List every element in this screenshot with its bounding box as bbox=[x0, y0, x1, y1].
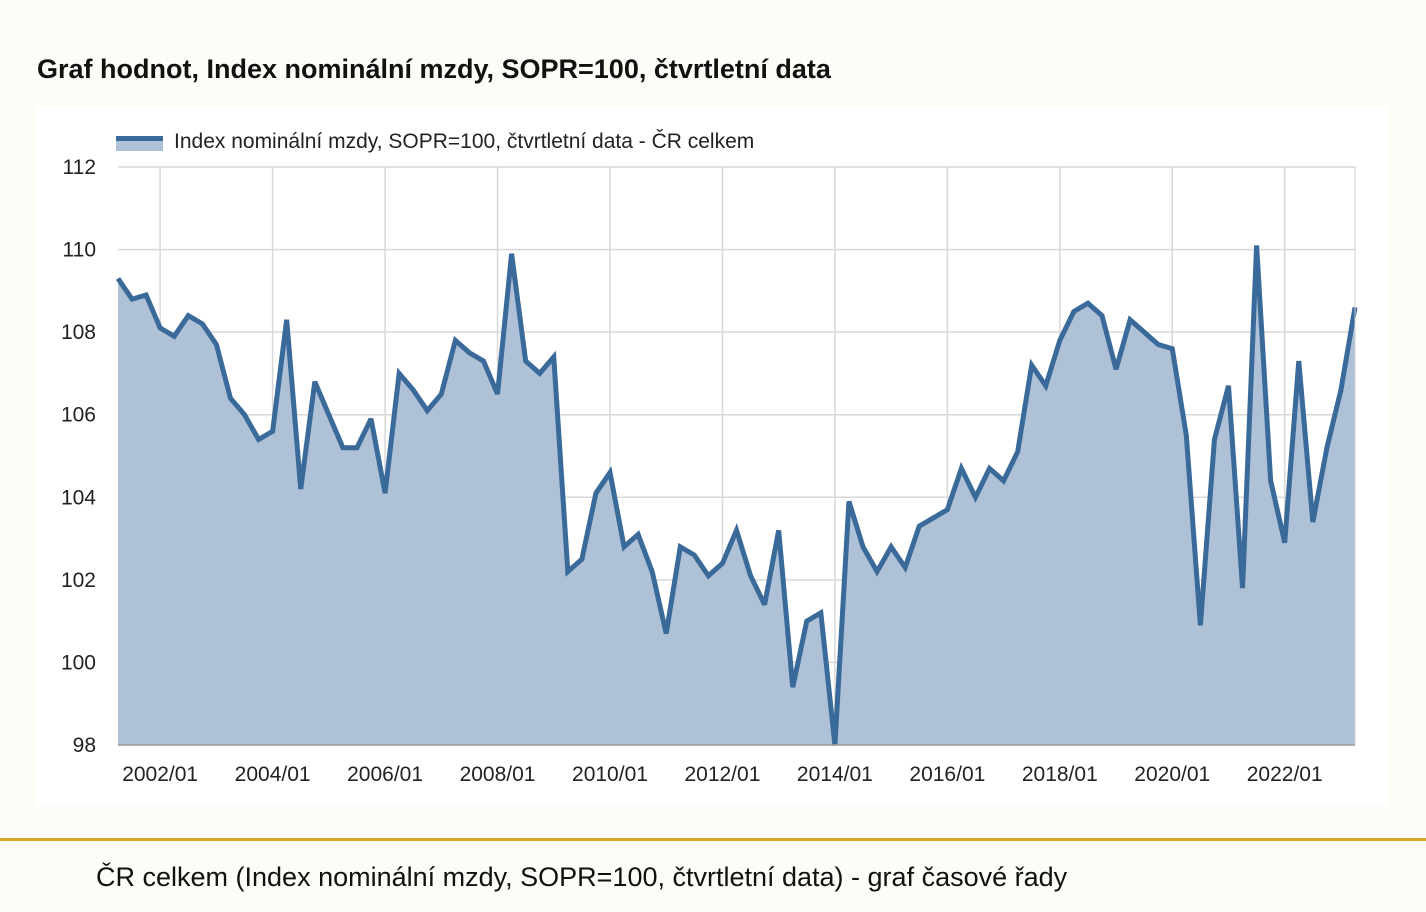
y-tick-label: 108 bbox=[61, 321, 96, 344]
time-series-chart: 98 100 102 104 106 108 110 112 2002/01 2004/01 200… bbox=[61, 130, 1358, 786]
area-layer bbox=[115, 245, 1358, 746]
y-tick-label: 106 bbox=[61, 404, 96, 427]
x-tick-label: 2014/01 bbox=[797, 763, 873, 786]
x-tick-label: 2018/01 bbox=[1022, 763, 1098, 786]
y-tick-label: 100 bbox=[61, 651, 96, 674]
legend-label: Index nominální mzdy, SOPR=100, čtvrtlet… bbox=[174, 130, 754, 153]
x-tick-label: 2010/01 bbox=[572, 763, 648, 786]
x-tick-label: 2012/01 bbox=[684, 763, 760, 786]
x-tick-label: 2022/01 bbox=[1247, 763, 1323, 786]
chart-caption: ČR celkem (Index nominální mzdy, SOPR=10… bbox=[96, 862, 1068, 892]
y-tick-label: 110 bbox=[63, 239, 96, 262]
x-tick-label: 2016/01 bbox=[909, 763, 985, 786]
x-tick-label: 2002/01 bbox=[122, 763, 198, 786]
y-tick-label: 98 bbox=[73, 734, 96, 757]
legend-swatch-line bbox=[116, 136, 163, 141]
y-tick-label: 102 bbox=[61, 569, 96, 592]
x-tick-label: 2008/01 bbox=[460, 763, 536, 786]
x-tick-label: 2006/01 bbox=[347, 763, 423, 786]
series-line bbox=[115, 245, 1358, 746]
series-area bbox=[118, 245, 1355, 745]
x-tick-label: 2004/01 bbox=[235, 763, 311, 786]
y-tick-label: 112 bbox=[63, 156, 96, 179]
y-tick-label: 104 bbox=[61, 486, 96, 509]
x-tick-label: 2020/01 bbox=[1134, 763, 1210, 786]
axes: 98 100 102 104 106 108 110 112 2002/01 2004/01 200… bbox=[61, 156, 1356, 786]
footer-divider bbox=[0, 838, 1426, 841]
page-title: Graf hodnot, Index nominální mzdy, SOPR=… bbox=[37, 54, 831, 84]
chart-panel: 98 100 102 104 106 108 110 112 2002/01 2004/01 200… bbox=[36, 107, 1388, 806]
legend: Index nominální mzdy, SOPR=100, čtvrtlet… bbox=[116, 130, 754, 153]
